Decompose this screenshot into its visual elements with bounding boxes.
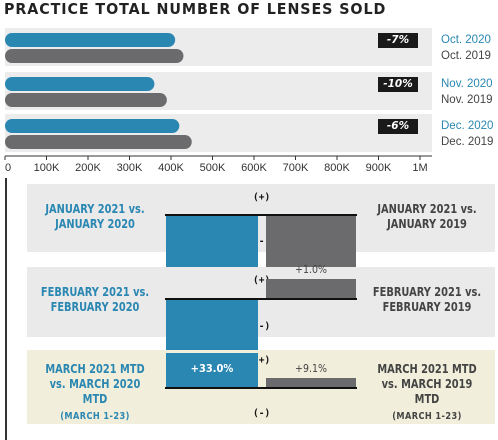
- bar-vs-two-years-value: +9.1%: [295, 362, 327, 375]
- period-label-current: Nov. 2020: [441, 78, 493, 90]
- period-label-current: Dec. 2020: [441, 120, 494, 132]
- minus-marker: (-): [253, 236, 271, 247]
- bar-vs-prior-year-value: +33.0%: [190, 362, 234, 376]
- bar-vs-two-years: [266, 216, 356, 269]
- zero-axis: [165, 214, 357, 216]
- left-rule: [5, 178, 7, 440]
- left-comparison-label: JANUARY 2021 vs. JANUARY 2020: [45, 202, 145, 231]
- lenses-sold-bar-chart: [4, 28, 432, 160]
- minus-marker: (-): [253, 408, 271, 419]
- period-label-prior: Dec. 2019: [441, 136, 494, 148]
- tick-label: 100K: [33, 162, 60, 174]
- tick-label: 800K: [324, 162, 350, 174]
- bar-current: [5, 33, 176, 47]
- right-comparison-label: FEBRUARY 2021 vs. FEBRUARY 2019: [372, 285, 482, 314]
- bar-vs-two-years-value: +1.0%: [295, 263, 327, 276]
- zero-axis: [165, 298, 357, 300]
- tick-label: 200K: [75, 162, 101, 174]
- tick-label: 500K: [199, 162, 226, 174]
- plus-marker: (+): [253, 192, 271, 203]
- bar-prior: [5, 93, 167, 107]
- bar-vs-prior-year: [166, 353, 258, 387]
- chart-title: PRACTICE TOTAL NUMBER OF LENSES SOLD: [4, 0, 387, 18]
- comparison-panel: JANUARY 2021 vs. JANUARY 2020 JANUARY 202…: [27, 184, 495, 323]
- period-label-current: Oct. 2020: [441, 34, 491, 46]
- tick-label: 0: [4, 162, 12, 174]
- tick-label: 900K: [365, 162, 392, 174]
- right-comparison-label: MARCH 2021 MTD vs. MARCH 2019 MTD (MARCH …: [370, 362, 485, 424]
- plus-marker: (+): [253, 355, 271, 366]
- minus-marker: (-): [253, 321, 271, 332]
- comparison-panel: FEBRUARY 2021 vs. FEBRUARY 2020 FEBRUARY …: [27, 263, 495, 373]
- comparison-panel: MARCH 2021 MTD vs. MARCH 2020 MTD (MARCH …: [27, 350, 495, 424]
- zero-axis: [165, 387, 357, 389]
- right-comparison-label: JANUARY 2021 vs. JANUARY 2019: [377, 202, 477, 231]
- left-date-range: (MARCH 1-23): [60, 411, 130, 422]
- change-badge: -6%: [378, 119, 418, 134]
- tick-label: 1M: [412, 162, 428, 174]
- left-comparison-label: FEBRUARY 2021 vs. FEBRUARY 2020: [40, 285, 150, 314]
- tick-label: 600K: [241, 162, 267, 174]
- change-badge: -10%: [378, 77, 418, 92]
- bar-current: [5, 119, 180, 133]
- tick-label: 700K: [282, 162, 309, 174]
- period-label-prior: Oct. 2019: [441, 50, 491, 62]
- bar-current: [5, 77, 155, 91]
- period-label-prior: Nov. 2019: [441, 94, 493, 106]
- tick-label: 400K: [158, 162, 184, 174]
- right-date-range: (MARCH 1-23): [392, 411, 462, 422]
- bar-prior: [5, 49, 184, 63]
- bar-vs-two-years: [266, 377, 356, 387]
- change-badge: -7%: [378, 33, 418, 48]
- bar-vs-two-years: [266, 278, 356, 298]
- bar-prior: [5, 135, 192, 149]
- plus-marker: (+): [253, 275, 271, 286]
- tick-label: 300K: [116, 162, 143, 174]
- left-comparison-label: MARCH 2021 MTD vs. MARCH 2020 MTD (MARCH …: [38, 362, 153, 424]
